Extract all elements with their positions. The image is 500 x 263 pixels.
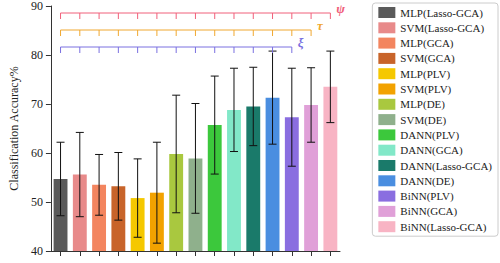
svg-text:70: 70: [31, 97, 43, 111]
svg-text:SVM(Lasso-GCA): SVM(Lasso-GCA): [400, 22, 484, 35]
svg-text:50: 50: [31, 195, 43, 209]
svg-text:MLP(DE): MLP(DE): [400, 98, 445, 111]
svg-text:SVM(PLV): SVM(PLV): [400, 83, 451, 96]
svg-text:SVM(DE): SVM(DE): [400, 114, 446, 127]
svg-text:BiNN(PLV): BiNN(PLV): [400, 190, 454, 203]
svg-text:80: 80: [31, 48, 43, 62]
svg-text:BiNN(Lasso-GCA): BiNN(Lasso-GCA): [400, 221, 486, 234]
svg-text:ξ: ξ: [298, 35, 304, 50]
svg-text:MLP(PLV): MLP(PLV): [400, 68, 450, 81]
svg-text:MLP(Lasso-GCA): MLP(Lasso-GCA): [400, 7, 483, 20]
svg-text:DANN(GCA): DANN(GCA): [400, 144, 463, 157]
svg-text:τ: τ: [317, 18, 324, 33]
svg-text:Classification Accuracy%: Classification Accuracy%: [7, 66, 21, 190]
svg-text:MLP(GCA): MLP(GCA): [400, 37, 454, 50]
svg-text:60: 60: [31, 146, 43, 160]
svg-text:DANN(Lasso-GCA): DANN(Lasso-GCA): [400, 160, 492, 173]
svg-text:ψ: ψ: [336, 1, 345, 16]
svg-text:SVM(GCA): SVM(GCA): [400, 52, 455, 65]
svg-text:DANN(DE): DANN(DE): [400, 175, 454, 188]
svg-text:40: 40: [31, 244, 43, 258]
svg-text:BiNN(GCA): BiNN(GCA): [400, 205, 457, 218]
svg-text:90: 90: [31, 0, 43, 13]
svg-text:DANN(PLV): DANN(PLV): [400, 129, 459, 142]
